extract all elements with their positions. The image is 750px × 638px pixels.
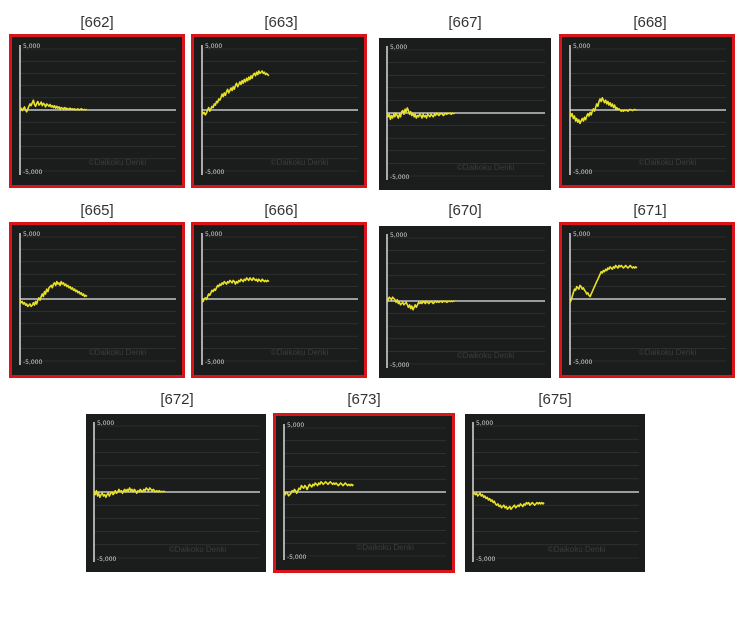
y-tick-label-bottom: -5,000 — [23, 359, 43, 366]
watermark-text: ©Daikoku Denki — [271, 348, 329, 357]
line-chart: 5,000 -5,000 ©Daikoku Denki — [201, 231, 358, 366]
y-tick-label-top: 5,000 — [23, 43, 40, 50]
highlight-frame — [273, 413, 455, 573]
highlight-frame — [191, 34, 367, 188]
line-chart: 5,000 -5,000 ©Daikoku Denki — [472, 420, 639, 563]
chart-panel: 5,000 -5,000 ©Daikoku Denki — [194, 225, 364, 375]
watermark-text: ©Daikoku Denki — [89, 348, 147, 357]
y-tick-label-bottom: -5,000 — [287, 554, 307, 561]
series-line — [386, 296, 455, 311]
chart-panel: 5,000 -5,000 ©Daikoku Denki — [86, 414, 266, 572]
chart-panel: 5,000 -5,000 ©Daikoku Denki — [379, 226, 551, 378]
y-tick-label-bottom: -5,000 — [390, 174, 410, 181]
y-tick-label-bottom: -5,000 — [97, 556, 117, 563]
y-tick-label-top: 5,000 — [97, 420, 114, 427]
line-chart: 5,000 -5,000 ©Daikoku Denki — [283, 422, 446, 561]
line-chart: 5,000 -5,000 ©Daikoku Denki — [19, 43, 176, 176]
line-chart: 5,000 -5,000 ©Daikoku Denki — [386, 44, 545, 181]
y-tick-label-top: 5,000 — [205, 231, 222, 238]
watermark-text: ©Daikoku Denki — [356, 543, 414, 552]
y-tick-label-bottom: -5,000 — [390, 362, 410, 369]
chart-panel: 5,000 -5,000 ©Daikoku Denki — [12, 37, 182, 185]
chart-title: [671] — [633, 202, 667, 219]
y-tick-label-bottom: -5,000 — [476, 556, 496, 563]
line-chart: 5,000 -5,000 ©Daikoku Denki — [201, 43, 358, 176]
chart-title: [667] — [448, 14, 482, 31]
series-line — [93, 487, 166, 499]
watermark-text: ©Daikoku Denki — [169, 545, 227, 554]
y-tick-label-bottom: -5,000 — [205, 169, 225, 176]
chart-title: [666] — [264, 202, 298, 219]
watermark-text: ©Daikoku Denki — [271, 158, 329, 167]
series-line — [386, 107, 456, 121]
y-tick-label-top: 5,000 — [390, 232, 407, 239]
y-tick-label-top: 5,000 — [476, 420, 493, 427]
chart-title: [662] — [80, 14, 114, 31]
chart-title: [672] — [160, 391, 194, 408]
y-tick-label-top: 5,000 — [287, 422, 304, 429]
chart-title: [673] — [347, 391, 381, 408]
highlight-frame — [559, 222, 735, 378]
chart-panel: 5,000 -5,000 ©Daikoku Denki — [194, 37, 364, 185]
chart-title: [665] — [80, 202, 114, 219]
watermark-text: ©Daikoku Denki — [548, 545, 606, 554]
y-tick-label-top: 5,000 — [390, 44, 407, 51]
series-line — [19, 99, 88, 113]
chart-title: [663] — [264, 14, 298, 31]
series-line — [283, 481, 355, 497]
line-chart: 5,000 -5,000 ©Daikoku Denki — [93, 420, 260, 563]
series-line — [19, 280, 88, 308]
watermark-text: ©Daikoku Denki — [639, 158, 697, 167]
line-chart: 5,000 -5,000 ©Daikoku Denki — [386, 232, 545, 369]
highlight-frame — [191, 222, 367, 378]
watermark-text: ©Daikoku Denki — [457, 163, 515, 172]
highlight-frame — [9, 222, 185, 378]
chart-panel: 5,000 -5,000 ©Daikoku Denki — [12, 225, 182, 375]
line-chart: 5,000 -5,000 ©Daikoku Denki — [569, 231, 726, 366]
y-tick-label-bottom: -5,000 — [205, 359, 225, 366]
series-line — [569, 264, 638, 304]
highlight-frame — [559, 34, 735, 188]
y-tick-label-top: 5,000 — [23, 231, 40, 238]
watermark-text: ©Daikoku Denki — [639, 348, 697, 357]
y-tick-label-top: 5,000 — [573, 43, 590, 50]
series-line — [201, 70, 270, 116]
y-tick-label-bottom: -5,000 — [573, 169, 593, 176]
highlight-frame — [9, 34, 185, 188]
chart-panel: 5,000 -5,000 ©Daikoku Denki — [562, 225, 732, 375]
y-tick-label-top: 5,000 — [573, 231, 590, 238]
series-line — [472, 491, 545, 510]
chart-title: [668] — [633, 14, 667, 31]
line-chart: 5,000 -5,000 ©Daikoku Denki — [569, 43, 726, 176]
series-line — [201, 277, 270, 303]
y-tick-label-bottom: -5,000 — [23, 169, 43, 176]
chart-panel: 5,000 -5,000 ©Daikoku Denki — [379, 38, 551, 190]
y-tick-label-bottom: -5,000 — [573, 359, 593, 366]
watermark-text: ©Daikoku Denki — [457, 351, 515, 360]
y-tick-label-top: 5,000 — [205, 43, 222, 50]
watermark-text: ©Daikoku Denki — [89, 158, 147, 167]
chart-title: [670] — [448, 202, 482, 219]
chart-title: [675] — [538, 391, 572, 408]
chart-panel: 5,000 -5,000 ©Daikoku Denki — [562, 37, 732, 185]
series-line — [569, 96, 637, 125]
line-chart: 5,000 -5,000 ©Daikoku Denki — [19, 231, 176, 366]
chart-panel: 5,000 -5,000 ©Daikoku Denki — [276, 416, 452, 570]
chart-panel: 5,000 -5,000 ©Daikoku Denki — [465, 414, 645, 572]
